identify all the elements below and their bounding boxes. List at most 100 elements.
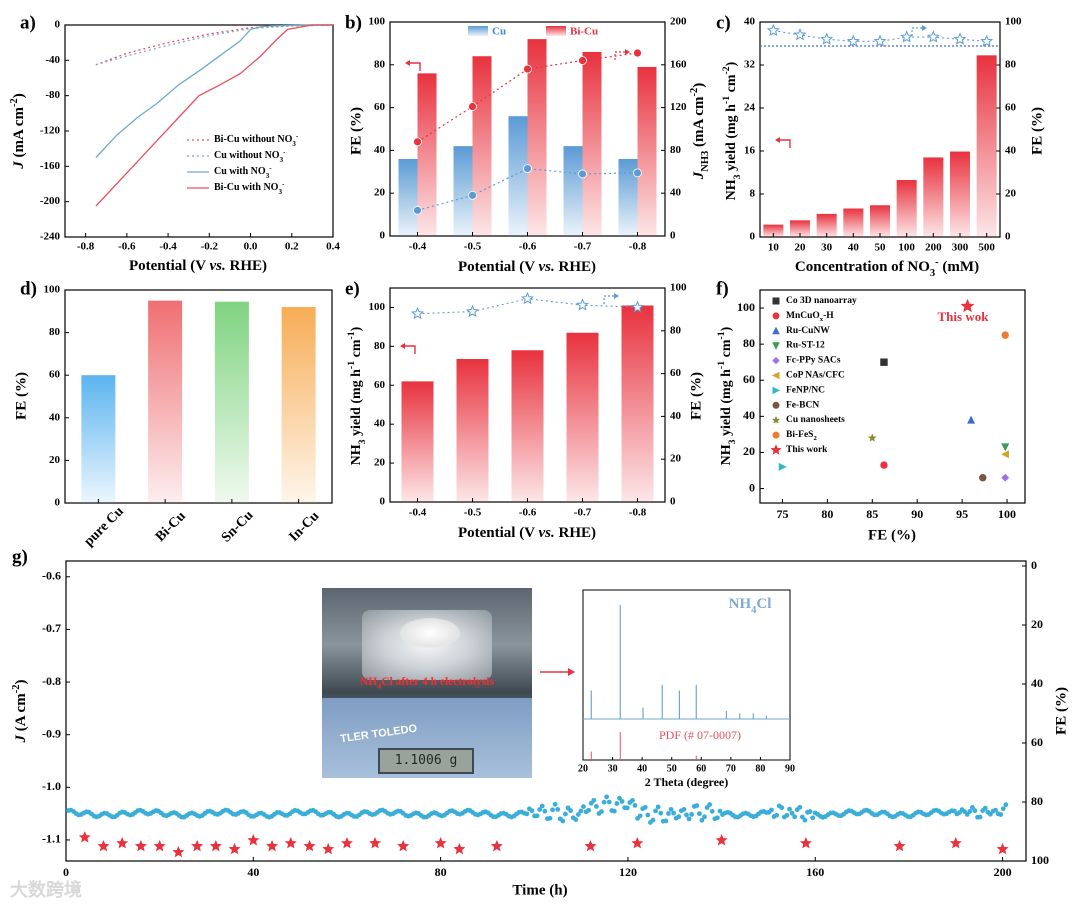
j-marker-b [633, 48, 642, 58]
j-marker-b [578, 56, 587, 65]
x-tick-label-c: 300 [952, 242, 969, 254]
arrow-left [780, 139, 791, 148]
label-part: -1 [346, 361, 357, 369]
j-marker-b [523, 64, 532, 74]
legend-label-f: FeNP/NC [786, 386, 825, 396]
label-part: Fe-BCN [786, 400, 819, 410]
y2-tick-label-e: 20 [670, 453, 682, 465]
bar-yield-c [870, 205, 890, 237]
label-part: RHE) [555, 259, 596, 275]
y2-tick-label-e: 80 [670, 324, 682, 336]
fe-marker-g [172, 845, 185, 858]
current-point-g [686, 816, 692, 822]
legend-label-f: Fc-PPy SACs [786, 356, 841, 366]
x-tick-label-a: 0.0 [244, 241, 258, 253]
x-tick-label-a: 0.2 [285, 241, 299, 253]
j-marker-b [413, 205, 422, 215]
fe-marker-g [134, 839, 147, 852]
current-point-g [689, 812, 695, 817]
current-point-g [684, 812, 689, 818]
x-tick-label-a: -0.6 [118, 241, 136, 253]
y-tick-label-c: 24 [744, 102, 756, 114]
current-point-g [604, 794, 610, 800]
legend-label-a: Cu without NO3- [214, 148, 286, 164]
j-marker-b [578, 169, 587, 179]
j-marker-b [468, 190, 477, 200]
current-point-g [653, 808, 658, 814]
label-part: (A cm [13, 693, 29, 735]
panel-label-d: d) [20, 278, 37, 299]
legend-label-a: Bi-Cu without NO3- [214, 132, 299, 148]
inset-arrow-head-g [568, 668, 575, 676]
current-point-g [550, 807, 555, 813]
label-part: RHE) [226, 258, 267, 274]
label-part: cm [719, 339, 734, 361]
current-point-g [524, 811, 530, 817]
y2-tick-label-e: 100 [670, 282, 687, 294]
x-tick-label-g: 0 [63, 865, 69, 879]
current-point-g [581, 804, 586, 810]
legend-label-f: Fe-BCN [786, 400, 819, 410]
y-tick-label-c: 16 [744, 145, 756, 157]
bar-yield-c [843, 208, 864, 237]
current-point-g [547, 815, 553, 821]
y2-tick-label-b: 120 [670, 101, 687, 113]
label-part: 3 [292, 140, 296, 148]
y2-tick-label-c: 40 [1005, 145, 1017, 157]
axis-frame-d [64, 289, 333, 504]
current-point-g [998, 812, 1004, 817]
label-part: Cu with NO [214, 166, 266, 177]
data-point-f [778, 462, 787, 471]
xrd-frame [582, 589, 791, 761]
panel-label-b: b) [345, 12, 362, 33]
legend-marker-f [772, 356, 780, 365]
fe-marker-g [893, 839, 906, 852]
y2-tick-label-b: 200 [670, 16, 687, 28]
x-axis-label-a: Potential (V vs. RHE) [129, 258, 267, 274]
current-point-g [784, 812, 790, 818]
legend-label-f: Cu nanosheets [786, 415, 845, 425]
x-tick-label-g: 80 [435, 865, 447, 879]
label-part: yield (mg h [719, 369, 734, 440]
xrd-x-tick-label: 50 [667, 763, 677, 774]
current-point-g [1000, 806, 1006, 812]
fe-marker-g [434, 836, 447, 849]
y2-tick-label-g: 20 [1031, 617, 1043, 631]
current-point-g [573, 817, 579, 822]
arrow-head [922, 25, 927, 31]
current-point-g [792, 814, 798, 820]
label-part: 3 [278, 188, 282, 196]
x-tick-label-c: 20 [795, 242, 807, 254]
fe-marker-g [340, 836, 353, 849]
fe-line-c [773, 30, 987, 42]
y-tick-label-e: 40 [374, 418, 386, 430]
j-marker-b [468, 102, 477, 111]
fe-marker-g [116, 836, 129, 849]
current-point-g [977, 814, 983, 820]
bar-yield-c [950, 151, 970, 237]
current-point-g [645, 812, 651, 818]
legend-marker-f [772, 326, 780, 335]
fe-marker-c [926, 30, 940, 43]
x-tick-label-c: 10 [768, 242, 780, 254]
label-part: yield (mg h [349, 369, 364, 440]
label-part: Bi-Cu with NO [214, 182, 279, 193]
legend-marker-f [771, 415, 781, 424]
y-tick-label-f: 80 [743, 336, 755, 350]
axis-frame-f [759, 289, 1026, 504]
fe-marker-g [153, 839, 166, 852]
bar-fe-d [281, 307, 316, 503]
y2-tick-label-b: 160 [670, 58, 687, 70]
y-tick-label-c: 0 [750, 231, 756, 243]
legend-label-f: This work [786, 445, 828, 455]
bar-yield-e [566, 332, 599, 502]
label-part: - [283, 148, 286, 156]
y-tick-label-c: 40 [744, 16, 756, 28]
fe-marker-e [466, 304, 479, 318]
y-tick-label-b: 40 [374, 144, 386, 156]
y2-axis-label-b: JNH3 (mA cm-2) [689, 83, 711, 180]
x-axis-label-b: Potential (V vs. RHE) [458, 259, 596, 275]
label-part: -1 [721, 96, 732, 104]
current-point-g [696, 811, 702, 817]
panel-label-a: a) [20, 12, 36, 33]
